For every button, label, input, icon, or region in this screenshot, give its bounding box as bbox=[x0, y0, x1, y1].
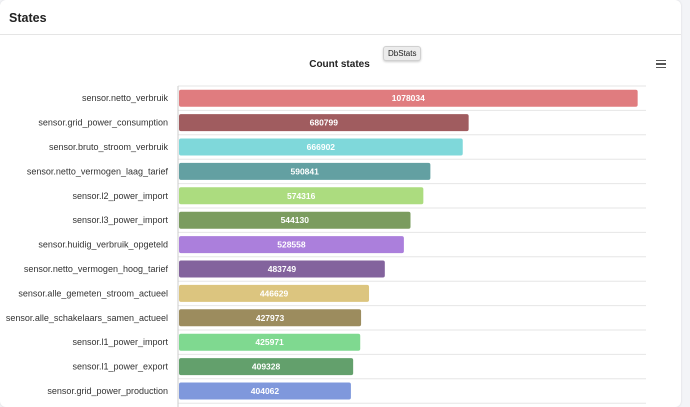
header-divider bbox=[0, 34, 681, 35]
data-label: 409328 bbox=[252, 362, 281, 372]
category-label: sensor.l2_power_import bbox=[72, 191, 168, 201]
bar[interactable] bbox=[179, 260, 385, 278]
data-label: 544130 bbox=[281, 215, 310, 225]
category-label: sensor.huidig_verbruik_opgeteld bbox=[38, 240, 168, 250]
category-label: sensor.grid_power_consumption bbox=[38, 118, 168, 128]
data-label: 680799 bbox=[310, 118, 339, 128]
category-label: sensor.netto_vermogen_laag_tarief bbox=[27, 166, 169, 176]
bar[interactable] bbox=[179, 211, 411, 229]
bar[interactable] bbox=[179, 284, 370, 302]
data-label: 1078034 bbox=[392, 93, 425, 103]
category-label: sensor.l3_power_import bbox=[72, 215, 168, 225]
category-label: sensor.l1_power_import bbox=[72, 337, 168, 347]
bar[interactable] bbox=[179, 114, 469, 132]
data-label: 446629 bbox=[260, 288, 289, 298]
data-label: 666902 bbox=[307, 142, 336, 152]
card-title: States bbox=[9, 11, 47, 25]
data-label: 483749 bbox=[268, 264, 297, 274]
bar[interactable] bbox=[179, 89, 638, 107]
bar[interactable] bbox=[179, 162, 431, 180]
category-label: sensor.alle_schakelaars_samen_actueel bbox=[6, 313, 168, 323]
category-label: sensor.grid_power_production bbox=[47, 386, 168, 396]
bar[interactable] bbox=[179, 333, 361, 351]
data-label: 404062 bbox=[251, 386, 280, 396]
category-label: sensor.l1_power_export bbox=[72, 362, 168, 372]
category-label: sensor.alle_gemeten_stroom_actueel bbox=[18, 288, 168, 298]
bar[interactable] bbox=[179, 236, 404, 254]
bar[interactable] bbox=[179, 358, 354, 376]
data-label: 425971 bbox=[255, 337, 284, 347]
bar[interactable] bbox=[179, 309, 362, 327]
data-label: 427973 bbox=[256, 313, 285, 323]
data-label: 590841 bbox=[291, 166, 320, 176]
dbstats-badge[interactable]: DbStats bbox=[383, 46, 422, 61]
data-label: 528558 bbox=[277, 240, 306, 250]
bar[interactable] bbox=[179, 187, 424, 205]
bar[interactable] bbox=[179, 138, 463, 156]
category-label: sensor.netto_verbruik bbox=[82, 93, 169, 103]
bar[interactable] bbox=[179, 382, 351, 400]
chart-title-wrap: Count states bbox=[0, 59, 681, 70]
chart-title: Count states bbox=[309, 59, 370, 70]
category-label: sensor.bruto_stroom_verbruik bbox=[49, 142, 169, 152]
hamburger-menu-icon[interactable] bbox=[654, 58, 668, 70]
category-label: sensor.netto_vermogen_hoog_tarief bbox=[24, 264, 169, 274]
data-label: 574316 bbox=[287, 191, 316, 201]
